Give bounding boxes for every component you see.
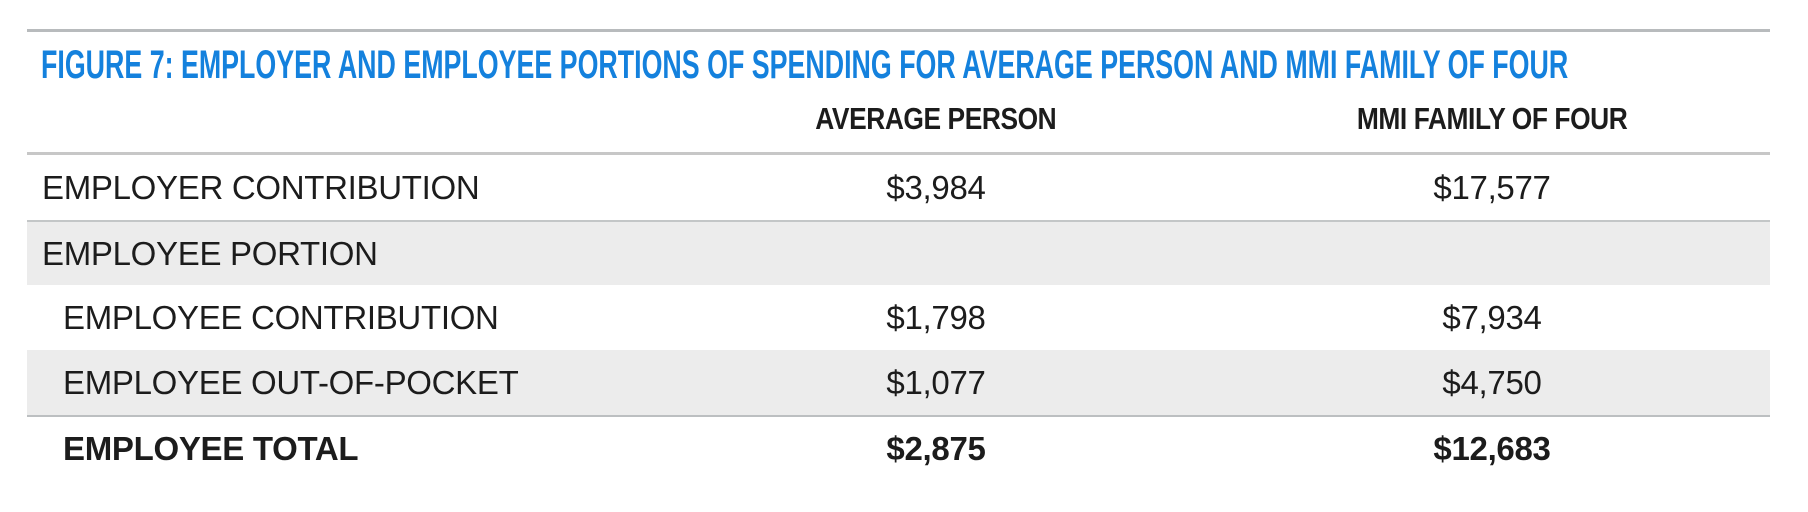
row-value-average-person: $1,798: [886, 298, 986, 336]
row-label: EMPLOYER CONTRIBUTION: [42, 168, 480, 206]
table-row-employee-total: EMPLOYEE TOTAL $2,875 $12,683: [27, 415, 1770, 480]
figure-container: FIGURE 7: EMPLOYER AND EMPLOYEE PORTIONS…: [27, 0, 1770, 480]
header-label-mmi-family: MMI FAMILY OF FOUR: [1356, 100, 1628, 136]
row-label: EMPLOYEE CONTRIBUTION: [63, 298, 499, 336]
table-row-employer-contribution: EMPLOYER CONTRIBUTION $3,984 $17,577: [27, 155, 1770, 220]
row-label: EMPLOYEE TOTAL: [63, 429, 359, 467]
figure-title: FIGURE 7: EMPLOYER AND EMPLOYEE PORTIONS…: [41, 43, 1569, 87]
header-cell-empty: [27, 101, 658, 137]
table-row-employee-out-of-pocket: EMPLOYEE OUT-OF-POCKET $1,077 $4,750: [27, 350, 1770, 415]
row-value-mmi-family: $7,934: [1442, 298, 1542, 336]
row-value-average-person: $3,984: [886, 168, 986, 206]
table-header-row: AVERAGE PERSON MMI FAMILY OF FOUR: [27, 85, 1770, 155]
header-label-average-person: AVERAGE PERSON: [815, 100, 1057, 136]
row-value-mmi-family: $12,683: [1433, 429, 1551, 467]
top-divider: [27, 29, 1770, 32]
row-value-mmi-family: $4,750: [1442, 363, 1542, 401]
table-row-employee-portion: EMPLOYEE PORTION: [27, 220, 1770, 285]
header-cell-mmi-family: MMI FAMILY OF FOUR: [1214, 101, 1770, 137]
row-value-average-person: $1,077: [886, 363, 986, 401]
spending-table: AVERAGE PERSON MMI FAMILY OF FOUR EMPLOY…: [27, 85, 1770, 480]
table-row-employee-contribution: EMPLOYEE CONTRIBUTION $1,798 $7,934: [27, 285, 1770, 350]
row-value-average-person: $2,875: [886, 429, 986, 467]
row-label: EMPLOYEE OUT-OF-POCKET: [63, 363, 519, 401]
header-cell-average-person: AVERAGE PERSON: [658, 101, 1214, 137]
row-value-mmi-family: $17,577: [1433, 168, 1551, 206]
row-label: EMPLOYEE PORTION: [42, 234, 378, 272]
